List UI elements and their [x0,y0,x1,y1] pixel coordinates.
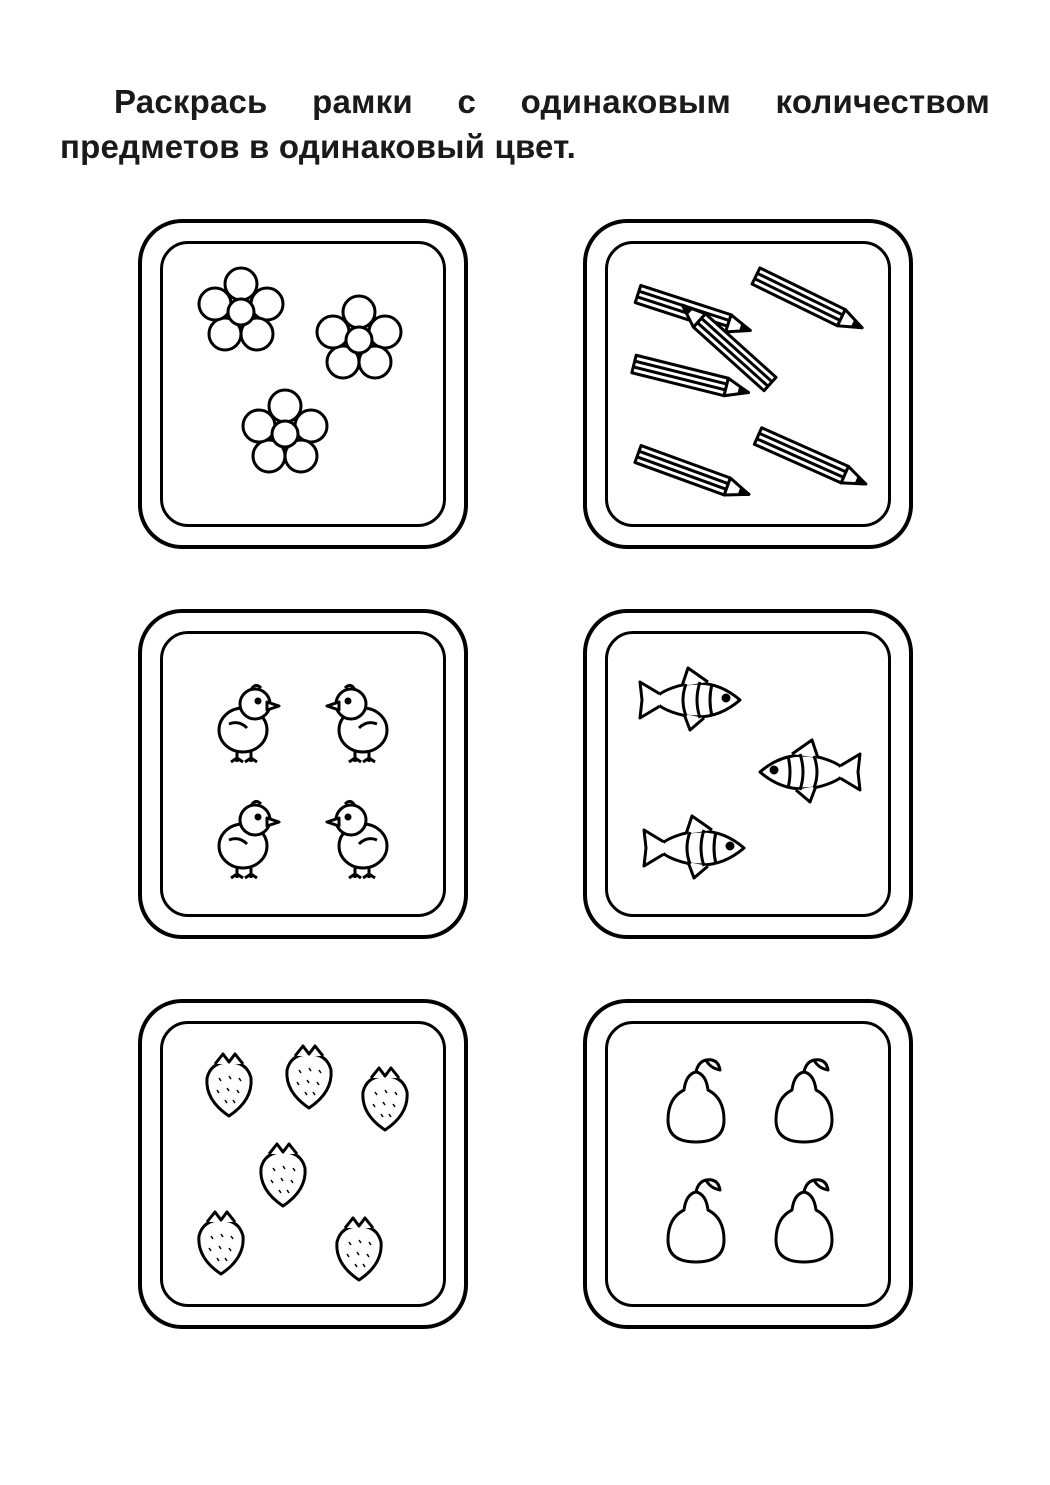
card-pencils[interactable] [583,219,913,549]
frame-inner [160,631,446,917]
card-grid [60,219,990,1329]
frame-inner [605,1021,891,1307]
pears-icon [608,1024,888,1304]
card-flowers[interactable] [138,219,468,549]
card-chicks[interactable] [138,609,468,939]
instruction-text: Раскрась рамки с одинаковым количеством … [60,80,990,169]
card-fish[interactable] [583,609,913,939]
frame-inner [160,241,446,527]
strawberries-icon [163,1024,443,1304]
card-strawberries[interactable] [138,999,468,1329]
frame-inner [605,241,891,527]
pencils-icon [608,244,888,524]
fish-icon [608,634,888,914]
frame-inner [160,1021,446,1307]
frame-inner [605,631,891,917]
chicks-icon [163,634,443,914]
worksheet-page: Раскрась рамки с одинаковым количеством … [0,0,1050,1369]
flowers-icon [163,244,443,524]
card-pears[interactable] [583,999,913,1329]
